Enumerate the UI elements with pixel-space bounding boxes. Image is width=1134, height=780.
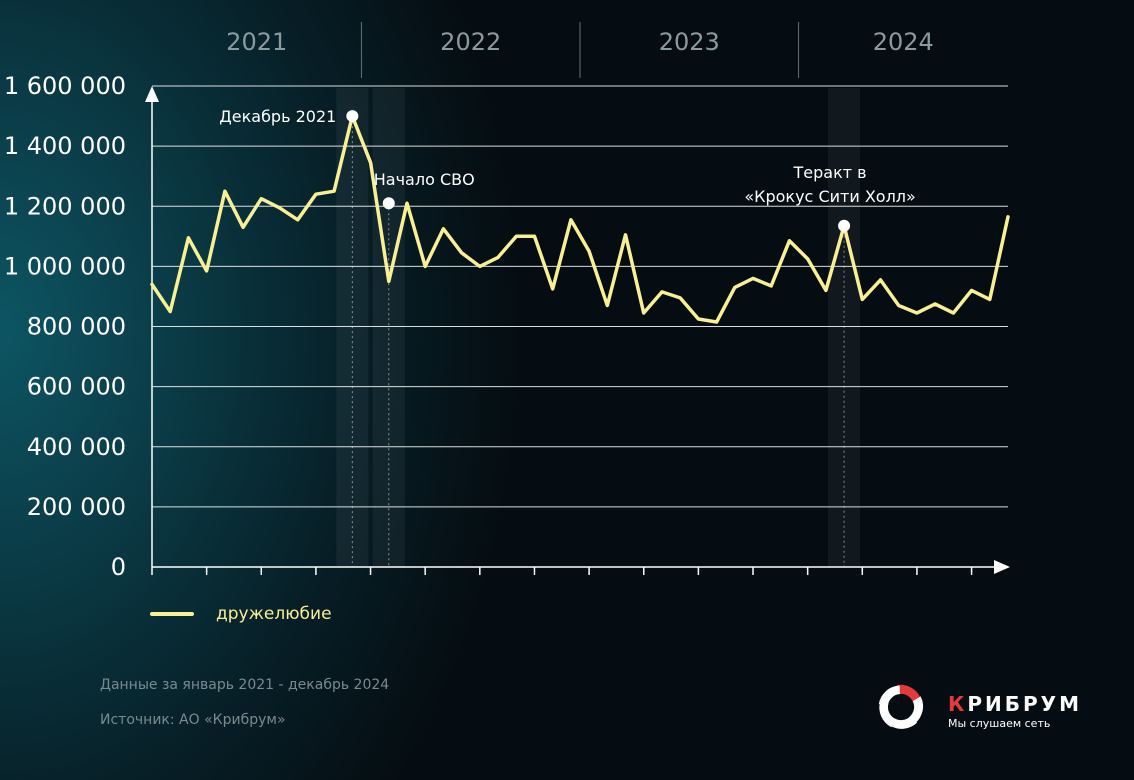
line-chart: 2021 2022 2023 2024 0 200 000 400 000 600 000 8… bbox=[4, 22, 1010, 581]
y-tick-label-2: 400 000 bbox=[27, 433, 126, 461]
logo-wordmark: КРИБРУМ bbox=[948, 692, 1082, 716]
kribrum-logo: КРИБРУМ Мы слушаем сеть bbox=[874, 680, 1094, 734]
event-highlight-bands bbox=[336, 88, 861, 567]
y-tick-label-6: 1 200 000 bbox=[4, 192, 126, 220]
y-tick-label-7: 1 400 000 bbox=[4, 132, 126, 160]
annotation-label-2-line2: «Крокус Сити Холл» bbox=[744, 187, 915, 206]
grid-lines bbox=[152, 85, 1008, 508]
year-label-2022: 2022 bbox=[440, 28, 501, 56]
y-tick-label-4: 800 000 bbox=[27, 313, 126, 341]
annotation-label-1: Начало СВО bbox=[374, 170, 475, 189]
annotations: Декабрь 2021 Начало СВО Теракт в «Крокус Си… bbox=[219, 107, 916, 232]
series-layer bbox=[150, 114, 1010, 324]
data-period-note: Данные за январь 2021 - декабрь 2024 bbox=[100, 677, 390, 693]
y-axis-arrow bbox=[145, 86, 159, 102]
y-tick-label-5: 1 000 000 bbox=[4, 252, 126, 280]
y-tick-label-3: 600 000 bbox=[27, 373, 126, 401]
y-tick-labels: 0 200 000 400 000 600 000 800 000 1 000 000 1 … bbox=[4, 72, 126, 581]
series-line-0 bbox=[150, 114, 1010, 324]
year-label-2024: 2024 bbox=[873, 28, 934, 56]
annotation-point-0 bbox=[346, 110, 359, 123]
legend-label: дружелюбие bbox=[216, 604, 332, 624]
annotation-label-0: Декабрь 2021 bbox=[219, 107, 336, 126]
x-axis-arrow bbox=[994, 560, 1010, 574]
x-ticks bbox=[151, 567, 973, 575]
y-tick-label-8: 1 600 000 bbox=[4, 72, 126, 100]
y-tick-label-0: 0 bbox=[111, 553, 126, 581]
annotation-point-2 bbox=[838, 219, 851, 232]
event-guide-lines bbox=[351, 116, 845, 567]
source-note: Источник: АО «Крибрум» bbox=[100, 712, 286, 728]
axes bbox=[145, 86, 1010, 574]
kribrum-logo-icon bbox=[878, 684, 924, 729]
annotation-point-1 bbox=[382, 197, 395, 210]
annotation-label-2-line1: Теракт в bbox=[793, 163, 867, 182]
logo-tagline: Мы слушаем сеть bbox=[948, 717, 1051, 730]
highlight-band-1 bbox=[372, 88, 405, 567]
year-header: 2021 2022 2023 2024 bbox=[226, 22, 934, 78]
y-tick-label-1: 200 000 bbox=[27, 493, 126, 521]
legend-swatch bbox=[150, 612, 194, 616]
year-label-2021: 2021 bbox=[226, 28, 287, 56]
legend: дружелюбие bbox=[150, 604, 332, 624]
year-label-2023: 2023 bbox=[659, 28, 720, 56]
